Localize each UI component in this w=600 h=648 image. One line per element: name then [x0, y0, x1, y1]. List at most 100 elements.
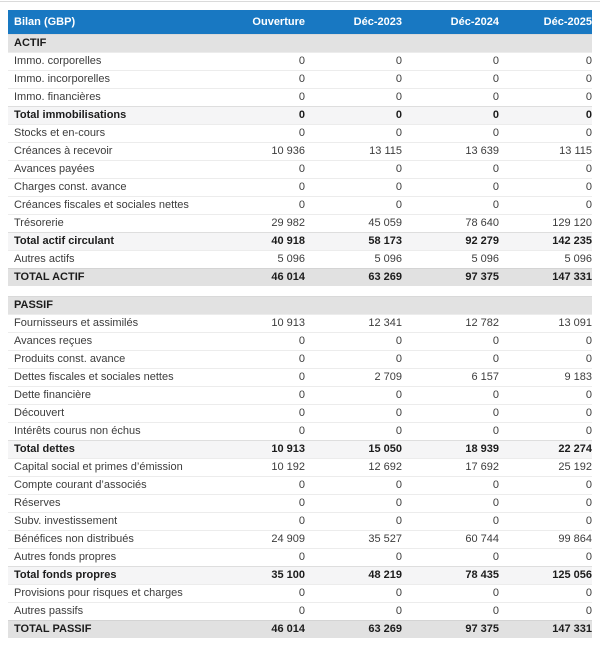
row-value: 5 096: [471, 253, 499, 265]
row-value: 0: [395, 127, 402, 139]
row-value: 58 173: [368, 235, 402, 247]
row-value: 0: [492, 587, 499, 599]
row-label: TOTAL ACTIF: [14, 271, 85, 283]
row-value: 48 219: [368, 569, 402, 581]
table-row: Total fonds propres 35 100 48 219 78 435…: [8, 566, 592, 584]
row-value: 0: [298, 73, 305, 85]
row-label: Produits const. avance: [14, 353, 126, 365]
row-value: 22 274: [558, 443, 592, 455]
row-value: 0: [395, 181, 402, 193]
table-row: ACTIF: [8, 34, 592, 52]
row-value: [207, 35, 305, 52]
row-value: 125 056: [552, 569, 592, 581]
row-value: 10 913: [271, 443, 305, 455]
top-divider: [0, 1, 600, 2]
row-value: [499, 297, 592, 314]
row-label: PASSIF: [14, 299, 53, 311]
row-value: 0: [492, 163, 499, 175]
table-row: Autres fonds propres 0 0 0 0: [8, 548, 592, 566]
row-label: Total immobilisations: [14, 109, 127, 121]
table-row: Fournisseurs et assimilés 10 913 12 341 …: [8, 314, 592, 332]
table-row: Découvert 0 0 0 0: [8, 404, 592, 422]
row-value: 0: [585, 389, 592, 401]
row-value: 12 782: [465, 317, 499, 329]
row-value: 0: [585, 199, 592, 211]
column-header-dec-2024: Déc-2024: [450, 16, 499, 28]
column-header-dec-2023: Déc-2023: [353, 16, 402, 28]
table-row: Subv. investissement 0 0 0 0: [8, 512, 592, 530]
row-value: 0: [298, 181, 305, 193]
row-value: 0: [298, 109, 305, 121]
row-value: [305, 35, 402, 52]
bilan-table: Bilan (GBP) Ouverture Déc-2023 Déc-2024 …: [8, 10, 592, 638]
table-row: Total dettes 10 913 15 050 18 939 22 274: [8, 440, 592, 458]
row-label: Découvert: [14, 407, 65, 419]
row-value: 63 269: [368, 623, 402, 635]
table-body: ACTIF Immo. corporelles 0 0 0 0 Immo. in…: [8, 34, 592, 638]
row-value: 0: [492, 199, 499, 211]
table-row: Dette financière 0 0 0 0: [8, 386, 592, 404]
row-value: 147 331: [552, 623, 592, 635]
table-row: Produits const. avance 0 0 0 0: [8, 350, 592, 368]
table-row: Immo. incorporelles 0 0 0 0: [8, 70, 592, 88]
table-row: Charges const. avance 0 0 0 0: [8, 178, 592, 196]
row-value: 12 341: [368, 317, 402, 329]
row-value: 0: [585, 73, 592, 85]
row-label: Capital social et primes d’émission: [14, 461, 183, 473]
table-row: Compte courant d’associés 0 0 0 0: [8, 476, 592, 494]
table-row: Réserves 0 0 0 0: [8, 494, 592, 512]
row-value: 0: [395, 55, 402, 67]
row-value: 0: [298, 425, 305, 437]
table-row: Avances reçues 0 0 0 0: [8, 332, 592, 350]
table-row: Total actif circulant 40 918 58 173 92 2…: [8, 232, 592, 250]
row-label: Autres passifs: [14, 605, 84, 617]
row-value: 0: [585, 109, 592, 121]
table-row: TOTAL ACTIF 46 014 63 269 97 375 147 331: [8, 268, 592, 286]
table-header-row: Bilan (GBP) Ouverture Déc-2023 Déc-2024 …: [8, 10, 592, 34]
row-value: 92 279: [465, 235, 499, 247]
row-value: 0: [395, 389, 402, 401]
row-value: 0: [585, 181, 592, 193]
section-gap: [8, 286, 592, 296]
row-value: 142 235: [552, 235, 592, 247]
row-label: Immo. corporelles: [14, 55, 102, 67]
row-value: 97 375: [465, 623, 499, 635]
row-value: 0: [492, 425, 499, 437]
row-value: 15 050: [368, 443, 402, 455]
row-value: 0: [492, 181, 499, 193]
row-value: 0: [298, 587, 305, 599]
table-row: Créances fiscales et sociales nettes 0 0…: [8, 196, 592, 214]
row-value: 99 864: [558, 533, 592, 545]
row-value: 45 059: [368, 217, 402, 229]
row-label: ACTIF: [14, 37, 47, 49]
row-value: 5 096: [374, 253, 402, 265]
row-value: 29 982: [271, 217, 305, 229]
row-value: 0: [298, 371, 305, 383]
row-value: 0: [395, 353, 402, 365]
column-header-ouverture: Ouverture: [252, 16, 305, 28]
row-value: 13 091: [558, 317, 592, 329]
row-value: 18 939: [465, 443, 499, 455]
table-row: Autres actifs 5 096 5 096 5 096 5 096: [8, 250, 592, 268]
row-value: 0: [298, 55, 305, 67]
row-value: 0: [585, 551, 592, 563]
row-value: 35 100: [271, 569, 305, 581]
row-value: 0: [492, 407, 499, 419]
table-row: Provisions pour risques et charges 0 0 0…: [8, 584, 592, 602]
row-value: 0: [395, 551, 402, 563]
row-value: 0: [585, 91, 592, 103]
table-row: Immo. corporelles 0 0 0 0: [8, 52, 592, 70]
row-label: Autres fonds propres: [14, 551, 117, 563]
row-value: 0: [298, 353, 305, 365]
row-value: 0: [492, 73, 499, 85]
row-value: 0: [492, 497, 499, 509]
row-label: Compte courant d’associés: [14, 479, 147, 491]
row-value: [402, 297, 499, 314]
row-label: TOTAL PASSIF: [14, 623, 92, 635]
row-value: 0: [395, 91, 402, 103]
row-value: 0: [298, 199, 305, 211]
row-value: 25 192: [558, 461, 592, 473]
row-value: 0: [298, 479, 305, 491]
row-value: 63 269: [368, 271, 402, 283]
